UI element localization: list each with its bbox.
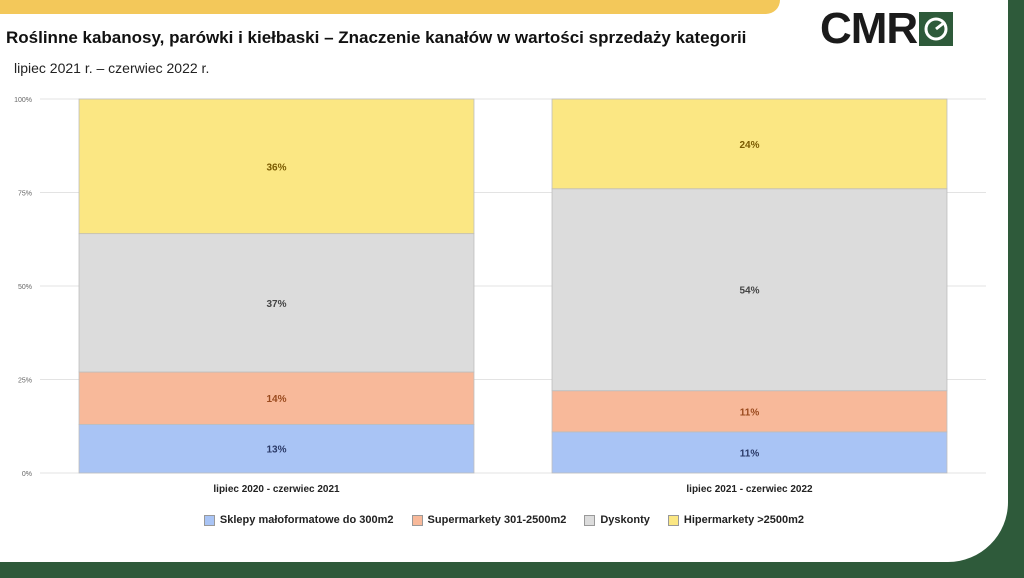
legend-label: Hipermarkety >2500m2	[683, 514, 805, 526]
bar-segment	[551, 390, 948, 433]
data-label: 13%	[266, 445, 286, 456]
page-title: Roślinne kabanosy, parówki i kiełbaski –…	[6, 28, 747, 47]
data-label: 24%	[739, 140, 759, 151]
y-tick-label: 0%	[22, 471, 32, 478]
cmr-logo: CMR	[820, 4, 954, 53]
chart-legend: Sklepy małoformatowe do 300m2 Supermarket…	[0, 514, 1008, 526]
data-label: 11%	[740, 448, 760, 459]
data-label: 14%	[266, 394, 286, 405]
legend-label: Sklepy małoformatowe do 300m2	[219, 514, 394, 526]
legend-swatch	[667, 514, 679, 526]
slide: Roślinne kabanosy, parówki i kiełbaski –…	[0, 0, 1008, 562]
legend-swatch	[584, 514, 596, 526]
legend-label: Dyskonty	[600, 514, 650, 526]
legend-label: Supermarkety 301-2500m2	[427, 514, 567, 526]
y-tick-label: 75%	[18, 191, 32, 198]
legend-swatch	[411, 514, 423, 526]
bar-segment	[78, 233, 475, 373]
y-tick-label: 25%	[18, 378, 32, 385]
logo-text: CMR	[820, 4, 918, 53]
y-tick-label: 100%	[14, 97, 32, 104]
legend-swatch	[203, 514, 215, 526]
legend-item: Supermarkety 301-2500m2	[411, 514, 567, 526]
data-label: 54%	[739, 286, 759, 297]
x-tick-label: lipiec 2020 - czerwiec 2021	[213, 484, 340, 495]
stacked-bar-chart: 0% 25% 50% 75% 100% 13% 14% 37% 36% lipiec 2020 -…	[14, 97, 986, 495]
legend-item: Hipermarkety >2500m2	[667, 514, 805, 526]
bar-segment	[551, 431, 948, 474]
bar-segment	[78, 423, 475, 474]
bar-segment	[551, 188, 948, 392]
data-label: 11%	[740, 407, 760, 418]
y-tick-label: 50%	[18, 284, 32, 291]
bar-segment	[78, 98, 475, 235]
x-tick-label: lipiec 2021 - czerwiec 2022	[686, 484, 813, 495]
data-label: 36%	[266, 162, 286, 173]
legend-item: Sklepy małoformatowe do 300m2	[203, 514, 394, 526]
legend-item: Dyskonty	[584, 514, 650, 526]
data-label: 37%	[266, 299, 286, 310]
top-accent-band	[0, 0, 780, 14]
logo-leaf-icon	[919, 12, 954, 46]
bar-segment	[78, 371, 475, 425]
bar-segment	[551, 98, 948, 190]
page-subtitle: lipiec 2021 r. – czerwiec 2022 r.	[14, 60, 210, 76]
